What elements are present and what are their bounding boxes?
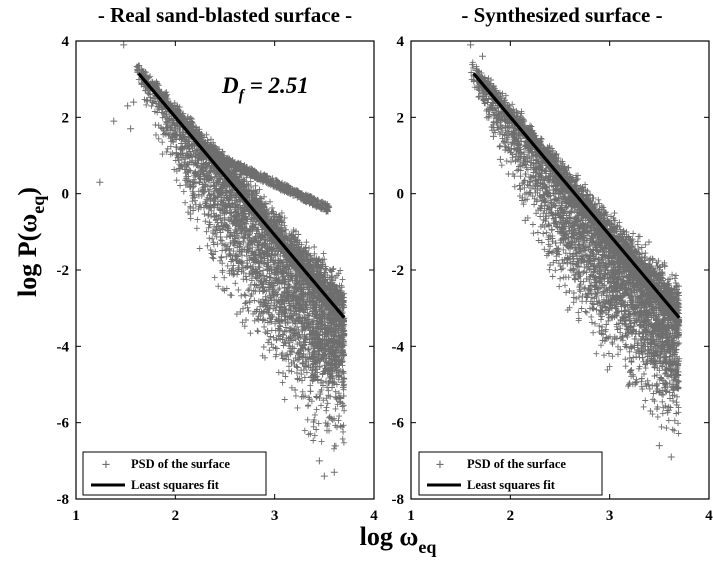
x-axis-label: log ωeq: [360, 522, 437, 557]
panel-title: - Synthesized surface -: [461, 3, 662, 27]
legend-label-psd: PSD of the surface: [467, 457, 566, 471]
psd-outlier-point: [330, 468, 338, 476]
y-tick-label: -6: [57, 416, 70, 432]
psd-outlier-point: [479, 52, 487, 60]
psd-outlier-point: [315, 457, 323, 465]
psd-scatter-points: [468, 59, 683, 437]
legend-box: [418, 451, 603, 496]
axis-ticks: 1 2 3 4 4 2 0 -2 -4 -6 -8: [392, 34, 713, 524]
x-tick-label: 3: [606, 508, 614, 524]
x-tick-label: 2: [507, 508, 515, 524]
y-tick-label: -8: [392, 492, 405, 508]
y-tick-label: 2: [62, 110, 70, 126]
y-tick-label: -4: [57, 339, 70, 355]
legend-marker-plus: +: [436, 457, 444, 473]
y-axis-label: log P(ωeq): [13, 187, 48, 297]
x-tick-label: 4: [370, 508, 378, 524]
legend-label-fit: Least squares fit: [131, 478, 220, 492]
psd-outlier-point: [521, 216, 529, 224]
y-tick-label: 0: [397, 187, 405, 203]
x-tick-label: 1: [407, 508, 415, 524]
legend: + PSD of the surface Least squares fit: [82, 451, 267, 496]
fractal-dimension-annotation: Df = 2.51: [221, 73, 309, 104]
y-tick-label: 4: [397, 34, 405, 50]
psd-outlier-point: [467, 41, 475, 49]
panel-title: - Real sand-blasted surface -: [98, 3, 352, 27]
x-tick-label: 2: [172, 508, 180, 524]
legend: + PSD of the surface Least squares fit: [418, 451, 603, 496]
y-tick-label: 2: [397, 110, 405, 126]
y-tick-label: -6: [392, 416, 405, 432]
psd-outlier-point: [130, 98, 138, 106]
psd-outlier-point: [124, 102, 132, 110]
y-tick-label: 0: [62, 187, 70, 203]
y-tick-label: 4: [62, 34, 70, 50]
y-tick-label: -2: [57, 263, 70, 279]
psd-outlier-point: [120, 41, 128, 49]
psd-outlier-point: [655, 442, 663, 450]
psd-outlier-point: [320, 472, 328, 480]
psd-outlier-point: [110, 117, 118, 125]
x-tick-label: 1: [72, 508, 80, 524]
psd-outlier-point: [496, 155, 504, 163]
psd-scatter-points: [133, 62, 348, 452]
psd-outlier-point: [96, 178, 104, 186]
legend-label-psd: PSD of the surface: [131, 457, 230, 471]
plot-frame: [410, 40, 710, 500]
legend-label-fit: Least squares fit: [467, 478, 556, 492]
least-squares-fit-line: [472, 72, 681, 319]
y-tick-label: -8: [57, 492, 70, 508]
least-squares-fit-line: [137, 72, 346, 319]
y-tick-label: -2: [392, 263, 405, 279]
psd-scatter-series: [96, 41, 348, 480]
y-tick-label: -4: [392, 339, 405, 355]
panel-synthesized-surface: - Synthesized surface - 1 2 3 4420-2-4-6-8 …: [392, 3, 713, 524]
psd-outlier-point: [489, 132, 497, 140]
x-tick-label: 4: [705, 508, 713, 524]
psd-outlier-point: [667, 453, 675, 461]
x-tick-label: 3: [271, 508, 279, 524]
legend-marker-plus: +: [102, 457, 110, 473]
psd-outlier-point: [127, 125, 135, 133]
legend-box: [82, 451, 267, 496]
panel-real-surface: - Real sand-blasted surface - 1 2 3 4 4 2 0 -2 -…: [57, 3, 379, 524]
axis-ticks: 1 2 3 4 4 2 0 -2 -4 -6 -8: [57, 34, 379, 524]
